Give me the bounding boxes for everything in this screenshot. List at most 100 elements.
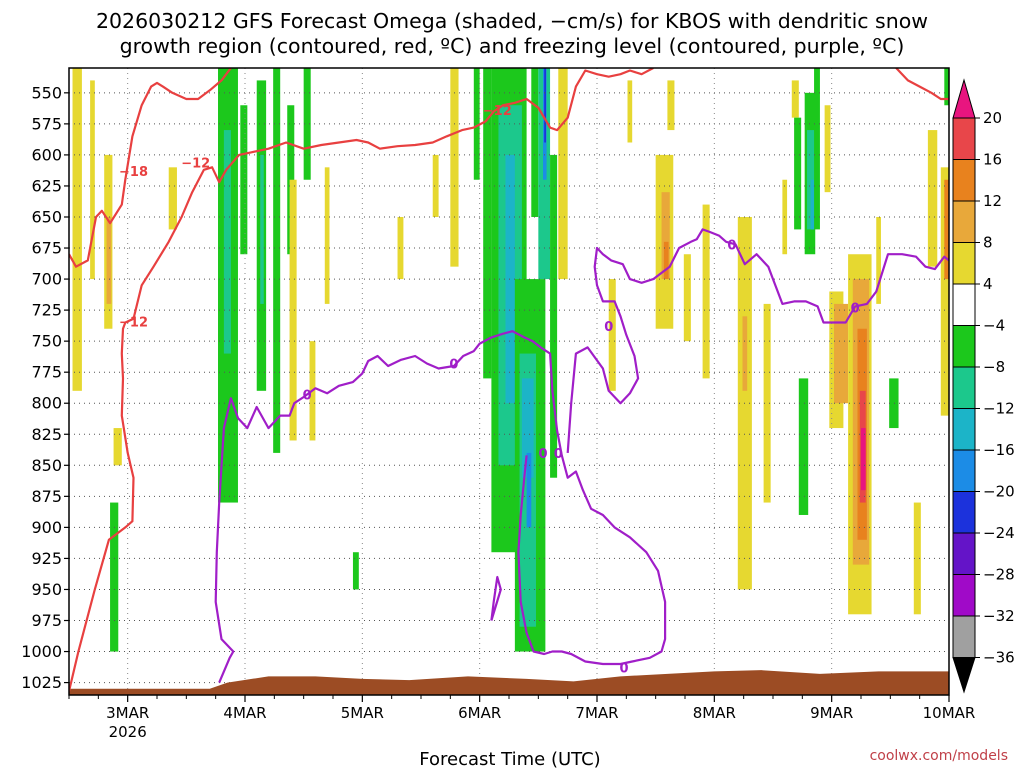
- y-tick-label: 750: [31, 332, 62, 351]
- omega-cell: [627, 80, 633, 143]
- x-tick-label: 10MAR: [923, 704, 976, 722]
- y-tick-label: 725: [31, 301, 62, 320]
- omega-cell: [889, 378, 899, 429]
- y-axis: 550 575 600 625 650 675 700 725 750 775 800 825 850 8…: [21, 83, 69, 692]
- colorbar-tick-label: 8: [983, 234, 993, 252]
- credit-text: coolwx.com/models: [870, 748, 1008, 764]
- colorbar-bin: [952, 159, 976, 202]
- contour-label: 0: [619, 662, 628, 677]
- omega-cell: [397, 216, 404, 280]
- contour-label: −12: [181, 156, 210, 171]
- omega-cell: [483, 68, 492, 379]
- x-tick-label: 8MAR: [693, 704, 736, 722]
- colorbar-top-triangle: [952, 78, 976, 119]
- colorbar-bin: [952, 615, 976, 658]
- y-tick-label: 925: [31, 549, 62, 568]
- colorbar-bin: [952, 408, 976, 451]
- x-tick-sublabel: 2026: [109, 723, 147, 741]
- colorbar-tick-label: −4: [983, 317, 1005, 335]
- omega-cell: [661, 192, 670, 280]
- omega-cell: [791, 80, 799, 118]
- colorbar-tick-label: −36: [983, 649, 1015, 667]
- y-tick-label: 600: [31, 145, 62, 164]
- x-tick-label: 9MAR: [810, 704, 853, 722]
- omega-cell: [352, 552, 359, 590]
- colorbar-tick-label: −12: [983, 400, 1015, 418]
- colorbar-tick-label: −8: [983, 358, 1005, 376]
- x-tick-label: 7MAR: [575, 704, 618, 722]
- omega-cell: [861, 428, 866, 491]
- chart-title-line-2: growth region (contoured, red, ºC) and f…: [120, 34, 905, 58]
- contour-label: 0: [449, 357, 458, 372]
- x-tick-label: 6MAR: [458, 704, 501, 722]
- contour-label: 0: [554, 447, 563, 462]
- colorbar-tick-label: −32: [983, 607, 1015, 625]
- omega-cell: [521, 378, 534, 478]
- omega-cell: [106, 216, 112, 304]
- terrain-fill: [69, 670, 949, 695]
- omega-cell: [473, 68, 480, 180]
- omega-cell: [526, 452, 532, 528]
- omega-cell: [303, 68, 311, 180]
- contour-label: −12: [483, 104, 512, 119]
- y-tick-label: 650: [31, 207, 62, 226]
- omega-cell: [683, 254, 691, 342]
- omega-cell: [824, 105, 831, 193]
- contour-label: 0: [303, 389, 312, 404]
- omega-cell: [834, 303, 849, 404]
- omega-cell: [558, 68, 568, 280]
- omega-cell: [289, 179, 297, 441]
- omega-cell: [531, 68, 539, 217]
- y-tick-label: 550: [31, 83, 62, 102]
- y-tick-label: 1025: [21, 673, 62, 692]
- colorbar-bin: [952, 242, 976, 285]
- omega-cell: [798, 378, 809, 515]
- dgz-contour-line: [69, 68, 654, 692]
- contour-label: 0: [539, 447, 548, 462]
- y-tick-label: 625: [31, 176, 62, 195]
- colorbar-bin: [952, 366, 976, 409]
- colorbar-tick-label: 16: [983, 151, 1002, 169]
- omega-cell: [913, 502, 921, 615]
- colorbar-bin: [952, 117, 976, 160]
- omega-cell: [450, 68, 459, 267]
- x-tick-label: 5MAR: [341, 704, 384, 722]
- omega-cell: [223, 130, 231, 354]
- omega-cell: [667, 80, 675, 131]
- y-tick-label: 875: [31, 487, 62, 506]
- omega-cell: [763, 303, 771, 503]
- omega-cell: [940, 167, 949, 416]
- colorbar-bottom-triangle: [952, 657, 976, 694]
- x-tick-label: 3MAR: [106, 704, 149, 722]
- omega-cell: [742, 316, 748, 391]
- contour-label: −12: [119, 315, 148, 330]
- colorbar-tick-label: −16: [983, 441, 1015, 459]
- colorbar-tick-label: −28: [983, 566, 1015, 584]
- y-tick-label: 700: [31, 270, 62, 289]
- contour-label: −18: [119, 165, 148, 180]
- omega-cell: [944, 179, 949, 280]
- contour-label: 0: [727, 238, 736, 253]
- y-tick-label: 775: [31, 363, 62, 382]
- contour-layer: [69, 68, 949, 692]
- terrain-layer: [69, 670, 949, 695]
- colorbar-bin: [952, 283, 976, 326]
- omega-cell: [810, 179, 816, 230]
- freezing-level-contour-line: [490, 575, 502, 621]
- contour-label: 0: [851, 302, 860, 317]
- colorbar-tick-label: 4: [983, 275, 993, 293]
- omega-cell: [608, 279, 616, 391]
- colorbar-bin: [952, 200, 976, 243]
- omega-cell: [927, 130, 938, 267]
- omega-cell: [90, 80, 95, 280]
- omega-cell: [110, 502, 119, 652]
- omega-cell: [663, 241, 669, 280]
- omega-cell: [113, 428, 122, 466]
- y-tick-label: 900: [31, 518, 62, 537]
- omega-cell: [702, 204, 710, 379]
- omega-cell: [876, 216, 881, 304]
- omega-cell: [168, 167, 177, 230]
- colorbar-bin: [952, 449, 976, 492]
